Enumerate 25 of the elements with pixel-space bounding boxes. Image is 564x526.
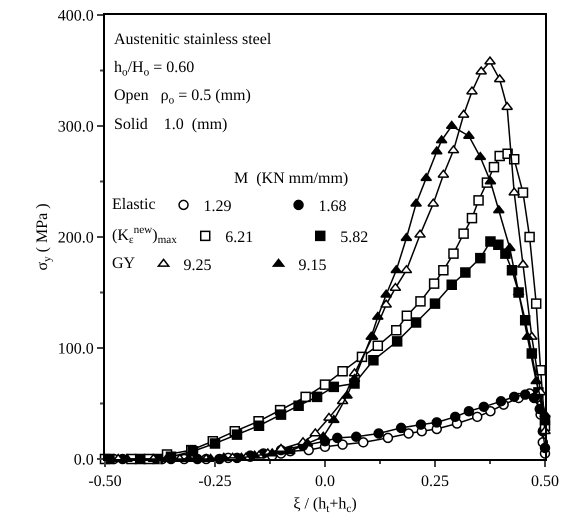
y-tick-label: 200.0 (58, 230, 94, 247)
y-tick-label: 400.0 (58, 8, 94, 25)
legend-label: 1.29 (204, 198, 232, 216)
x-tick-label: 0.0 (315, 473, 335, 490)
annotation: Open ρ$_{o}$ = 0.5 (mm) (114, 87, 251, 106)
y-tick-label: 100.0 (58, 340, 94, 358)
legend-label: 1.68 (318, 198, 347, 216)
annotation: h$_{o}$/H$_{o}$ = 0.60 (114, 59, 194, 78)
x-tick-label: -0.25 (198, 473, 232, 490)
legend-label: 9.15 (298, 257, 327, 274)
x-axis-title: ξ / (h$_{t}$+h$_{c}$) (293, 495, 357, 515)
y-tick-label: 0.0 (74, 452, 94, 469)
legend-label: 5.82 (340, 229, 368, 246)
x-tick-label: 0.50 (531, 473, 559, 490)
legend-title: M (KN mm/mm) (234, 170, 348, 187)
annotation: Austenitic stainless steel (114, 31, 272, 48)
annotation: GY (112, 254, 136, 272)
legend-label: 9.25 (184, 257, 212, 274)
annotation: Solid 1.0 (mm) (114, 116, 228, 133)
legend-label: 6.21 (225, 229, 254, 246)
annotation: (K$_{ε}$$^{new}$)$_{max}$ (112, 224, 178, 246)
x-tick-label: 0.25 (421, 473, 449, 490)
y-tick-label: 300.0 (58, 118, 94, 136)
annotation: Elastic (112, 196, 156, 213)
x-tick-label: -0.50 (88, 473, 122, 490)
